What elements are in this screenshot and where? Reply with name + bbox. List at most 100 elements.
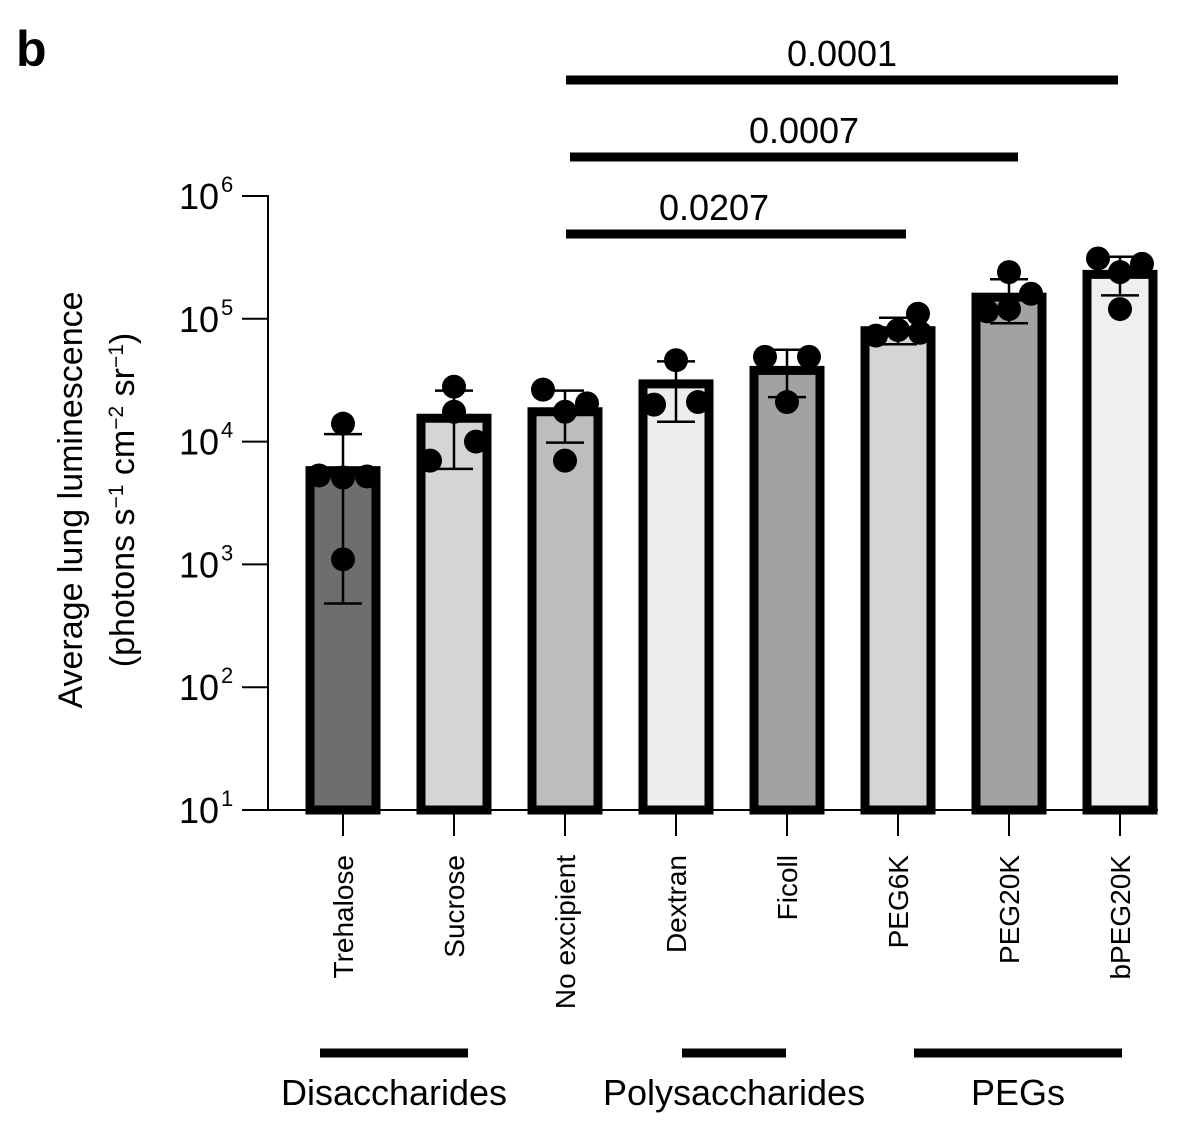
bar-group	[860, 301, 936, 815]
data-point	[331, 547, 355, 572]
group-label: Polysaccharides	[603, 1072, 865, 1113]
y-tick-label-base: 10	[179, 299, 219, 340]
y-axis-label-exponent: −1	[105, 344, 128, 368]
group-brackets: Disaccharides Polysaccharides PEGs	[281, 1048, 1122, 1113]
y-tick-label-base: 10	[179, 667, 219, 708]
data-point	[664, 348, 688, 373]
group-label: PEGs	[971, 1072, 1065, 1113]
y-axis-label-exponent: −2	[105, 406, 128, 430]
data-point	[531, 377, 555, 402]
x-tick-label: Ficoll	[772, 855, 803, 920]
y-tick-label-exponent: 1	[221, 786, 233, 811]
data-point	[1130, 251, 1154, 276]
y-axis-label-line2: (photons s−1 cm−2 sr−1)	[104, 333, 142, 668]
y-tick-label-exponent: 6	[221, 172, 233, 197]
group-label: Disaccharides	[281, 1072, 507, 1113]
bar-group	[971, 260, 1047, 815]
y-axis-label-text: sr	[104, 368, 142, 406]
y-tick-label-base: 10	[179, 544, 219, 585]
y-tick-label-base: 10	[179, 176, 219, 217]
bars	[305, 246, 1158, 815]
data-point	[886, 318, 910, 343]
p-value-label: 0.0207	[659, 187, 769, 228]
y-tick-label-base: 10	[179, 422, 219, 463]
significance-bracket: 0.0007	[570, 110, 1018, 162]
y-tick-label: 10 6	[179, 172, 233, 217]
y-tick-label-exponent: 5	[221, 295, 233, 320]
bar-group	[638, 348, 714, 815]
y-axis-label-exponent: −1	[105, 485, 128, 509]
y-tick-label: 10 3	[179, 540, 233, 585]
data-point	[575, 391, 599, 416]
y-tick-label-base: 10	[179, 790, 219, 831]
significance-bracket: 0.0207	[566, 187, 906, 239]
y-axis-label-line1: Average lung luminescence	[52, 291, 90, 708]
bar	[527, 407, 603, 815]
y-tick-label: 10 4	[179, 418, 233, 463]
bar	[749, 365, 825, 815]
data-point	[997, 260, 1021, 285]
significance-brackets: 0.0001 0.0007 0.0207	[566, 33, 1118, 239]
x-tick-label: Dextran	[661, 855, 692, 953]
group-bracket: Polysaccharides	[603, 1048, 865, 1113]
data-point	[1086, 246, 1110, 271]
data-point	[975, 299, 999, 324]
bar-group	[305, 411, 381, 815]
x-tick-label: No excipient	[550, 855, 581, 1009]
bar	[1082, 269, 1158, 815]
bar	[860, 326, 936, 815]
data-point	[753, 344, 777, 369]
x-tick-label: Sucrose	[439, 855, 470, 958]
data-point	[553, 448, 577, 473]
group-bracket: PEGs	[914, 1048, 1122, 1113]
data-point	[1019, 281, 1043, 306]
p-value-label: 0.0001	[787, 33, 897, 74]
bar	[971, 292, 1047, 815]
x-tick-label: PEG6K	[883, 855, 914, 949]
data-point	[331, 465, 355, 490]
data-point	[864, 323, 888, 348]
bar-group	[527, 377, 603, 815]
data-point	[908, 320, 932, 345]
data-point	[686, 390, 710, 415]
data-point	[553, 399, 577, 424]
y-tick-label: 10 2	[179, 663, 233, 708]
y-tick-label-exponent: 2	[221, 663, 233, 688]
bar-group	[1082, 246, 1158, 815]
y-tick-label-exponent: 3	[221, 540, 233, 565]
y-tick-label: 10 5	[179, 295, 233, 340]
y-axis-label: Average lung luminescence (photons s−1 c…	[52, 291, 142, 708]
data-point	[906, 301, 930, 326]
p-value-label: 0.0007	[749, 110, 859, 151]
data-point	[1108, 260, 1132, 285]
data-point	[797, 344, 821, 369]
data-point	[642, 392, 666, 417]
x-tick-label: PEG20K	[994, 855, 1025, 964]
bar	[638, 379, 714, 815]
data-point	[442, 374, 466, 399]
data-point	[307, 463, 331, 488]
panel-label: b	[16, 21, 47, 77]
data-point	[442, 399, 466, 424]
y-axis-label-text: (photons s	[104, 508, 142, 667]
bar	[416, 413, 492, 815]
y-tick-label: 10 1	[179, 786, 233, 831]
x-tick-label: Trehalose	[328, 855, 359, 978]
group-bracket: Disaccharides	[281, 1048, 507, 1113]
x-tick-label: bPEG20K	[1105, 855, 1136, 980]
data-point	[775, 390, 799, 415]
y-axis-label-text: )	[104, 333, 142, 344]
data-point	[418, 448, 442, 473]
data-point	[464, 429, 488, 454]
significance-bracket: 0.0001	[566, 33, 1118, 85]
data-point	[331, 411, 355, 436]
data-point	[355, 464, 379, 489]
bar-group	[416, 374, 492, 815]
bar-group	[749, 344, 825, 815]
y-tick-label-exponent: 4	[221, 418, 233, 443]
data-point	[997, 297, 1021, 322]
y-axis-label-text: cm	[104, 430, 142, 485]
data-point	[1108, 297, 1132, 322]
